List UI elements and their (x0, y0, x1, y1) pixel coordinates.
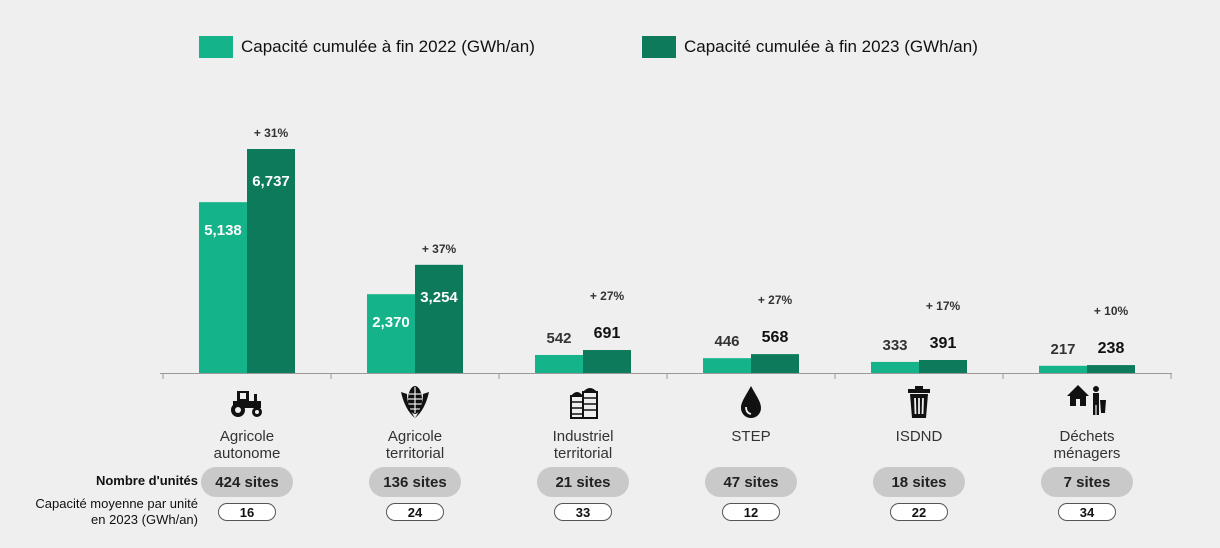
data-label-2023: 391 (930, 335, 957, 352)
category-label-line: autonome (213, 445, 281, 462)
growth-label: + 27% (590, 289, 625, 303)
category-label-line: STEP (731, 428, 771, 445)
units-count-badge: 21 sites (537, 467, 629, 497)
data-label-2022: 333 (882, 337, 907, 354)
growth-label: + 17% (926, 299, 961, 313)
bar-2023 (751, 354, 799, 373)
category-label: Agricole autonome (172, 428, 322, 462)
legend-swatch-2023 (642, 36, 676, 58)
corn-icon (395, 384, 435, 420)
category-label-line: territorial (553, 445, 613, 462)
bar-2022 (367, 294, 415, 373)
bar-2023 (583, 350, 631, 373)
category-label-line: ménagers (1053, 445, 1121, 462)
water-drop-icon (731, 384, 771, 420)
avg-capacity-badge: 12 (722, 503, 780, 521)
legend-label-2022: Capacité cumulée à fin 2022 (GWh/an) (241, 37, 535, 56)
category-label-line: Industriel (552, 428, 614, 445)
units-count-badge: 136 sites (369, 467, 461, 497)
category-label-line: ISDND (895, 428, 943, 445)
bar-2022 (703, 358, 751, 373)
legend-item-2022: Capacité cumulée à fin 2022 (GWh/an) (199, 36, 535, 58)
avg-capacity-badge: 33 (554, 503, 612, 521)
avg-row-label-line2: en 2023 (GWh/an) (91, 512, 198, 527)
bar-2022 (1039, 365, 1087, 373)
data-label-2022: 446 (714, 333, 739, 350)
bar-2023 (1087, 365, 1135, 373)
avg-row-label-line1: Capacité moyenne par unité (35, 496, 198, 511)
growth-label: + 27% (758, 293, 793, 307)
avg-capacity-badge: 34 (1058, 503, 1116, 521)
data-label-2022: 2,370 (372, 314, 410, 331)
household-waste-icon (1067, 380, 1107, 416)
data-label-2023: 3,254 (420, 289, 458, 306)
data-label-2022: 217 (1050, 341, 1075, 358)
bar-2023 (415, 264, 463, 373)
legend-label-2023: Capacité cumulée à fin 2023 (GWh/an) (684, 37, 978, 56)
tractor-icon (227, 384, 267, 420)
bar-2022 (871, 361, 919, 373)
data-label-2023: 691 (594, 325, 621, 342)
category-label-line: territorial (385, 445, 445, 462)
category-label-line: Agricole (387, 428, 443, 445)
data-label-2023: 6,737 (252, 173, 290, 190)
bar-2022 (535, 354, 583, 373)
category-label-line: Déchets (1059, 428, 1115, 445)
units-count-badge: 18 sites (873, 467, 965, 497)
growth-label: + 10% (1094, 304, 1129, 318)
units-count-badge: 424 sites (201, 467, 293, 497)
category-label: Déchets ménagers (1012, 428, 1162, 462)
growth-label: + 31% (254, 126, 289, 140)
trash-bin-icon (899, 384, 939, 420)
category-label: Industriel territorial (508, 428, 658, 462)
avg-row-label: Capacité moyenne par unité en 2023 (GWh/… (10, 496, 198, 528)
legend-item-2023: Capacité cumulée à fin 2023 (GWh/an) (642, 36, 978, 58)
units-row-label: Nombre d'unités (95, 473, 198, 488)
avg-capacity-badge: 22 (890, 503, 948, 521)
category-label: Agricole territorial (340, 428, 490, 462)
data-label-2022: 5,138 (204, 222, 242, 239)
data-label-2022: 542 (546, 330, 571, 347)
growth-label: + 37% (422, 242, 457, 256)
category-label: ISDND (844, 428, 994, 445)
units-count-badge: 47 sites (705, 467, 797, 497)
legend-swatch-2022 (199, 36, 233, 58)
bar-2023 (919, 359, 967, 373)
avg-capacity-badge: 16 (218, 503, 276, 521)
data-label-2023: 238 (1098, 340, 1125, 357)
silo-icon (563, 384, 603, 420)
bar-2023 (247, 149, 295, 373)
bar-2022 (199, 202, 247, 373)
units-count-badge: 7 sites (1041, 467, 1133, 497)
category-label-line: Agricole (219, 428, 275, 445)
avg-capacity-badge: 24 (386, 503, 444, 521)
category-label: STEP (676, 428, 826, 445)
data-label-2023: 568 (762, 329, 789, 346)
